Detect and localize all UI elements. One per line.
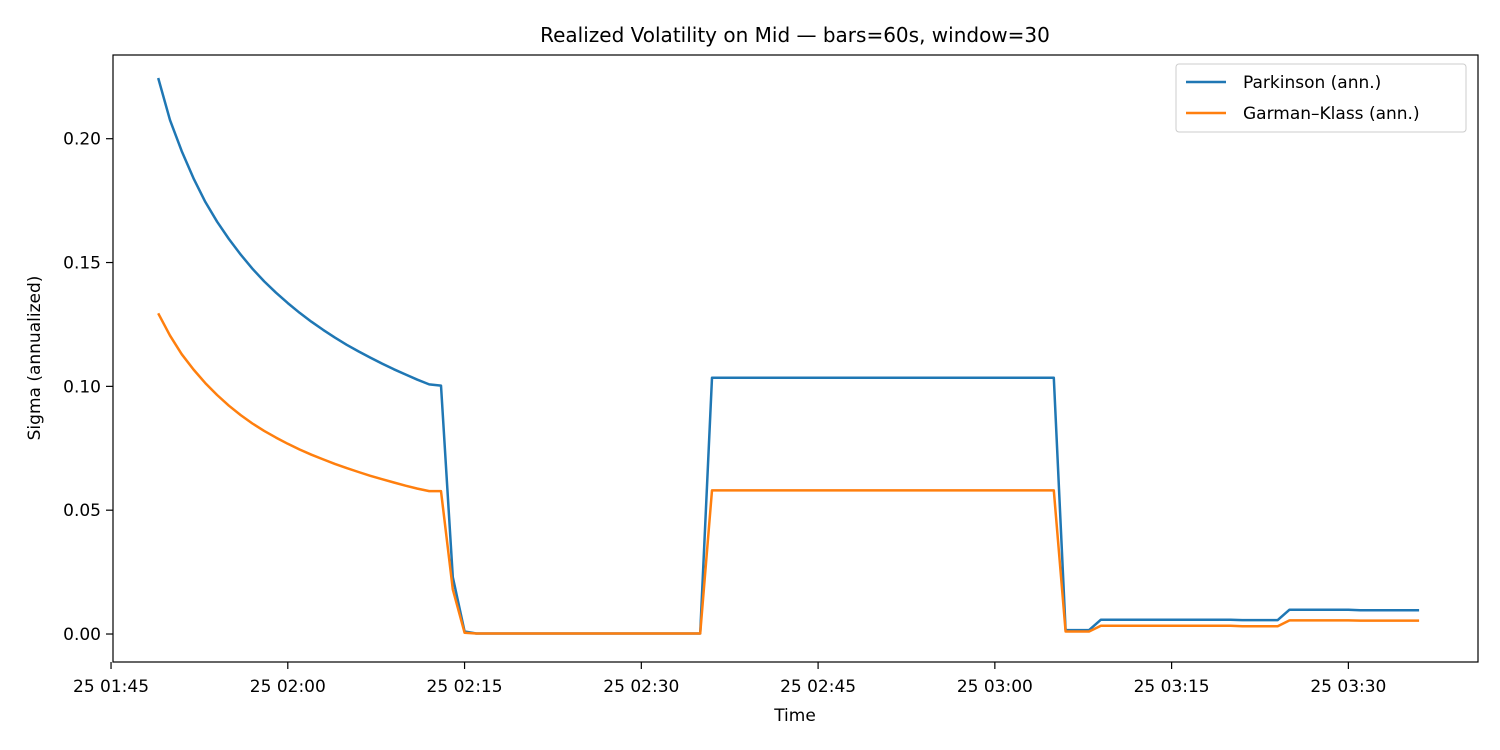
series-line-0 [156,77,1420,635]
series-layer [156,77,1420,635]
y-tick-label-0: 0.00 [63,625,101,645]
x-tick-label-6: 25 03:15 [1134,677,1210,697]
y-tick-label-4: 0.20 [63,130,101,150]
x-tick-label-1: 25 02:00 [250,677,326,697]
y-tick-label-2: 0.10 [63,377,101,397]
y-axis-title: Sigma (annualized) [25,276,45,441]
legend-label-garman-klass: Garman–Klass (ann.) [1243,104,1420,124]
legend-box [1175,63,1467,133]
series-line-1 [157,312,1420,635]
y-tick-label-1: 0.05 [63,501,101,521]
legend-label-parkinson: Parkinson (ann.) [1243,73,1381,93]
x-tick-label-3: 25 02:30 [603,677,679,697]
legend: Parkinson (ann.) Garman–Klass (ann.) [1175,63,1467,133]
x-tick-label-2: 25 02:15 [427,677,503,697]
y-tick-label-3: 0.15 [63,254,101,274]
x-tick-label-7: 25 03:30 [1310,677,1386,697]
y-axis: 0.00 0.05 0.10 0.15 0.20 [63,130,113,645]
x-axis-title: Time [773,706,816,726]
x-tick-label-4: 25 02:45 [780,677,856,697]
x-tick-label-5: 25 03:00 [957,677,1033,697]
chart-title: Realized Volatility on Mid — bars=60s, w… [540,23,1050,47]
plot-frame [112,54,1479,663]
x-axis: 25 01:45 25 02:00 25 02:15 25 02:30 25 02:45… [73,662,1386,697]
x-tick-label-0: 25 01:45 [73,677,149,697]
